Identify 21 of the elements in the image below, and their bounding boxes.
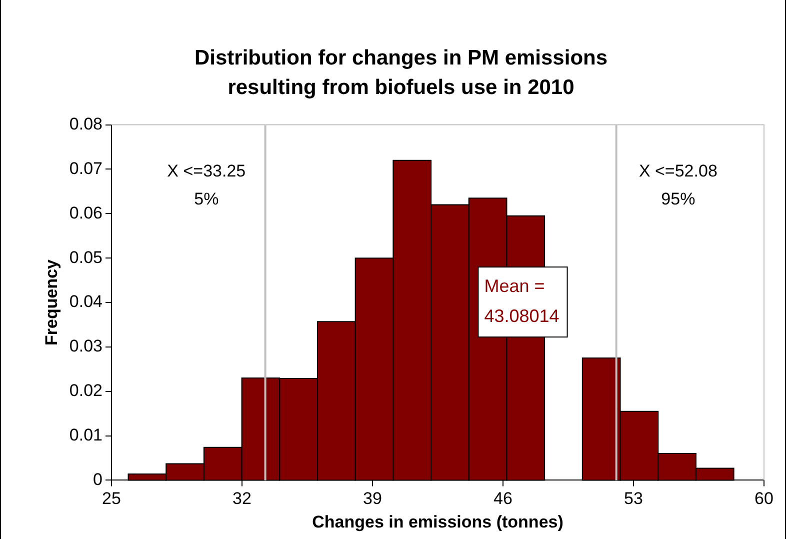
y-tick-label: 0.03 [69, 336, 102, 356]
x-tick-label: 60 [754, 489, 774, 508]
y-tick-label: 0.05 [69, 248, 102, 267]
y-tick-label: 0.01 [69, 425, 102, 444]
x-tick-label: 25 [102, 489, 121, 508]
y-tick-label: 0.04 [69, 292, 102, 312]
y-tick-label: 0.08 [69, 114, 102, 134]
y-tick-label: 0.07 [69, 158, 102, 178]
annotation: Mean = 43.08014 [484, 276, 560, 326]
x-tick-label: 53 [624, 489, 643, 508]
y-tick-label: 0.02 [69, 381, 102, 400]
y-tick-label: 0.06 [69, 203, 102, 222]
x-axis-title: Changes in emissions (tonnes) [312, 512, 564, 532]
x-tick-label: 39 [363, 489, 382, 508]
y-tick-label: 0 [93, 470, 102, 489]
ref-line-label: X <=52.08 95% [638, 161, 718, 208]
chart-title: Distribution for changes in PM emissions resulting from biofuels use in 2010 [194, 46, 608, 99]
x-tick-label: 32 [232, 489, 252, 508]
y-axis-title: Frequency [42, 258, 61, 346]
x-tick-label: 46 [494, 489, 512, 508]
ref-line-label: X <=33.25 5% [167, 161, 246, 208]
